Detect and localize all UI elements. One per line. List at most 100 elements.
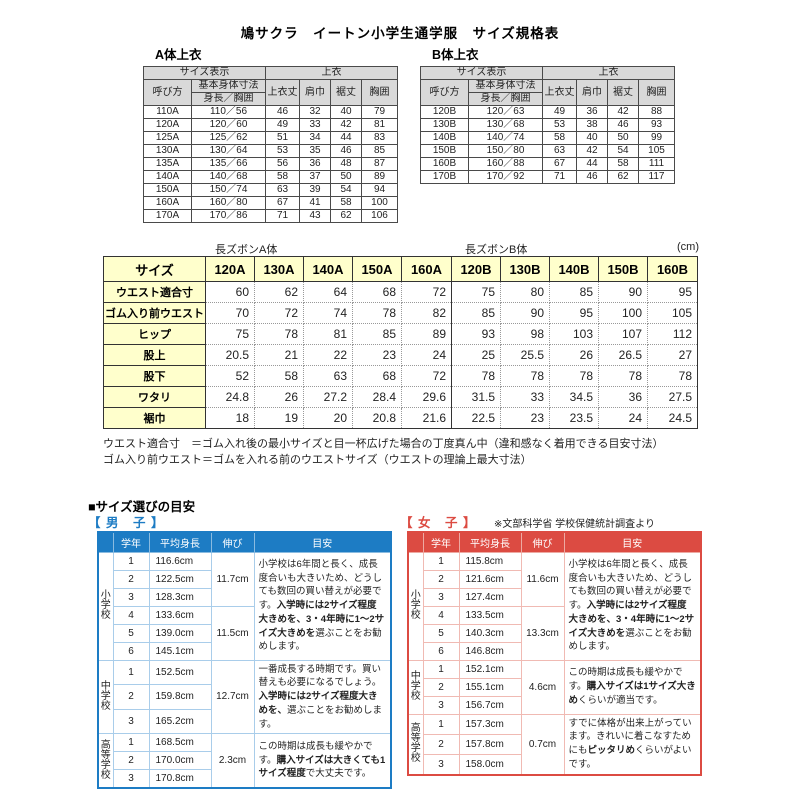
guide-row: 3 165.2cm: [98, 708, 391, 735]
girls-table: 学年 平均身長 伸び 目安 小学校 1 115.8cm 11.6cm 小学校は6年間と長く、成長…: [407, 531, 702, 776]
spec-value-cell: 110／56: [191, 105, 266, 119]
pants-value-cell: 85: [352, 323, 402, 345]
grade-cell: 5: [422, 623, 460, 643]
pants-value-cell: 26: [549, 344, 599, 366]
pants-row: ワタリ 24.8 26 27.2 28.4 29.6 31.5 33 34.5 36 27.5: [103, 386, 698, 408]
avg-height-cell: 155.1cm: [458, 677, 522, 697]
spec-value-cell: 160／80: [191, 196, 266, 210]
pants-value-cell: 19: [254, 407, 304, 429]
spec-row: 130B 130／68 53 38 46 93: [420, 118, 675, 132]
school-level-cell: 小学校: [407, 551, 424, 661]
avg-height-cell: 170.8cm: [148, 769, 212, 789]
guide-header-col: 伸び: [210, 531, 255, 553]
grade-cell: 3: [422, 753, 460, 776]
guide-school-col-header: [407, 531, 424, 553]
spec-value-cell: 135／66: [191, 157, 266, 171]
girls-guide-table: 学年 平均身長 伸び 目安 小学校 1 115.8cm 11.6cm 小学校は6年間と長く、成長…: [407, 531, 702, 776]
guide-row: 6 146.8cm: [408, 641, 701, 661]
spec-value-cell: 140／74: [468, 131, 543, 145]
spec-value-cell: 34: [299, 131, 331, 145]
spec-value-cell: 48: [330, 157, 362, 171]
spec-size-cell: 160B: [420, 157, 469, 171]
spec-header-col: 上衣丈: [542, 79, 577, 106]
school-level-cell: 中学校: [407, 659, 424, 715]
pants-value-cell: 34.5: [549, 386, 599, 408]
spec-value-cell: 36: [576, 105, 608, 119]
pants-value-cell: 63: [303, 365, 353, 387]
guide-row: 小学校 1 116.6cm 11.7cm 小学校は6年間と長く、成長度合いも大きいため、…: [97, 551, 392, 661]
growth-cell: 4.6cm: [520, 659, 565, 715]
guide-note-cell: この時期は成長も緩やかです。購入サイズは大きくても1サイズ程度で大丈夫です。: [253, 733, 392, 789]
spec-size-cell: 130A: [143, 144, 192, 158]
pants-value-cell: 78: [451, 365, 501, 387]
guide-row: 6 145.1cm: [98, 641, 391, 661]
tops-a-table: サイズ表示 上衣 呼び方 基本身体寸法 上衣丈 肩巾 裾丈 胸囲 身長／胸囲 110A 110／56…: [143, 66, 398, 223]
spec-size-cell: 150B: [420, 144, 469, 158]
spec-size-cell: 160A: [143, 196, 192, 210]
pants-header-col: 120A: [205, 256, 255, 282]
guide-note-cell: すでに体格が出来上がっています。きれいに着こなすためにもピッタリめくらいがよいで…: [563, 713, 702, 776]
pants-value-cell: 107: [598, 323, 648, 345]
pants-header-col: 160A: [401, 256, 452, 282]
pants-value-cell: 28.4: [352, 386, 402, 408]
avg-height-cell: 127.4cm: [458, 587, 522, 607]
pants-value-cell: 75: [451, 281, 501, 303]
note-text: 選ぶことをお勧めします。: [568, 627, 692, 653]
pants-value-cell: 95: [549, 302, 599, 324]
pants-value-cell: 22.5: [451, 407, 501, 429]
spec-value-cell: 43: [299, 209, 331, 223]
pants-group-labels: 長ズボンA体 長ズボンB体 (cm): [103, 241, 701, 256]
avg-height-cell: 116.6cm: [148, 551, 212, 571]
guide-header-col: 伸び: [520, 531, 565, 553]
spec-value-cell: 67: [265, 196, 300, 210]
spec-value-cell: 85: [361, 144, 398, 158]
pants-a-label: 長ズボンA体: [215, 244, 278, 256]
spec-row: 150A 150／74 63 39 54 94: [143, 183, 398, 197]
guide-row: 3 127.4cm: [408, 587, 701, 607]
avg-height-cell: 158.0cm: [458, 753, 522, 776]
pants-value-cell: 78: [598, 365, 648, 387]
pants-value-cell: 70: [205, 302, 255, 324]
guide-note-cell: この時期は成長も緩やかです。購入サイズは1サイズ大きめくらいが適当です。: [563, 659, 702, 715]
spec-value-cell: 150／80: [468, 144, 543, 158]
spec-value-cell: 130／64: [191, 144, 266, 158]
pants-header-col: 160B: [647, 256, 698, 282]
spec-row: 140B 140／74 58 40 50 99: [420, 131, 675, 145]
spec-header-base-dims: 基本身体寸法: [468, 79, 543, 93]
spec-value-cell: 46: [330, 144, 362, 158]
note-text: くらいが適当です。: [578, 694, 663, 706]
spec-value-cell: 120／63: [468, 105, 543, 119]
spec-value-cell: 42: [330, 118, 362, 132]
pants-row-label: ウエスト適合寸: [103, 281, 206, 303]
girls-label: 【 女 子 】: [400, 516, 477, 530]
guide-row: 2 159.8cm: [98, 684, 391, 710]
pants-value-cell: 52: [205, 365, 255, 387]
avg-height-cell: 165.2cm: [148, 708, 212, 735]
note-text: で大丈夫です。: [305, 768, 372, 780]
pants-value-cell: 24: [401, 344, 452, 366]
spec-value-cell: 120／60: [191, 118, 266, 132]
spec-value-cell: 140／68: [191, 170, 266, 184]
pants-value-cell: 85: [451, 302, 501, 324]
spec-size-cell: 110A: [143, 105, 192, 119]
spec-value-cell: 51: [265, 131, 300, 145]
spec-value-cell: 100: [361, 196, 398, 210]
pants-value-cell: 36: [598, 386, 648, 408]
growth-cell: 13.3cm: [520, 605, 565, 661]
pants-header-col: 120B: [451, 256, 501, 282]
spec-value-cell: 56: [265, 157, 300, 171]
avg-height-cell: 146.8cm: [458, 641, 522, 661]
pants-value-cell: 27: [647, 344, 698, 366]
grade-cell: 3: [112, 708, 150, 735]
pants-value-cell: 26: [254, 386, 304, 408]
tops-a-section: A体上衣 サイズ表示 上衣 呼び方 基本身体寸法 上衣丈 肩巾 裾丈 胸囲 身長／胸囲 110A 1…: [143, 44, 398, 223]
tops-b-section: B体上衣 サイズ表示 上衣 呼び方 基本身体寸法 上衣丈 肩巾 裾丈 胸囲 身長／胸囲 120B 1…: [420, 44, 675, 184]
pants-value-cell: 95: [647, 281, 698, 303]
spec-size-cell: 150A: [143, 183, 192, 197]
guide-row: 5 139.0cm: [98, 623, 391, 643]
guide-header-col: 学年: [422, 531, 460, 553]
growth-cell: 12.7cm: [210, 659, 255, 735]
avg-height-cell: 152.1cm: [458, 659, 522, 679]
footnote-line-2: ゴム入り前ウエスト＝ゴムを入れる前のウエストサイズ（ウエストの理論上最大寸法）: [103, 454, 532, 466]
note-emphasis: 入学時には2サイズ程度大きめを、3・4年時に1〜2サイズ大きめを: [568, 600, 695, 639]
